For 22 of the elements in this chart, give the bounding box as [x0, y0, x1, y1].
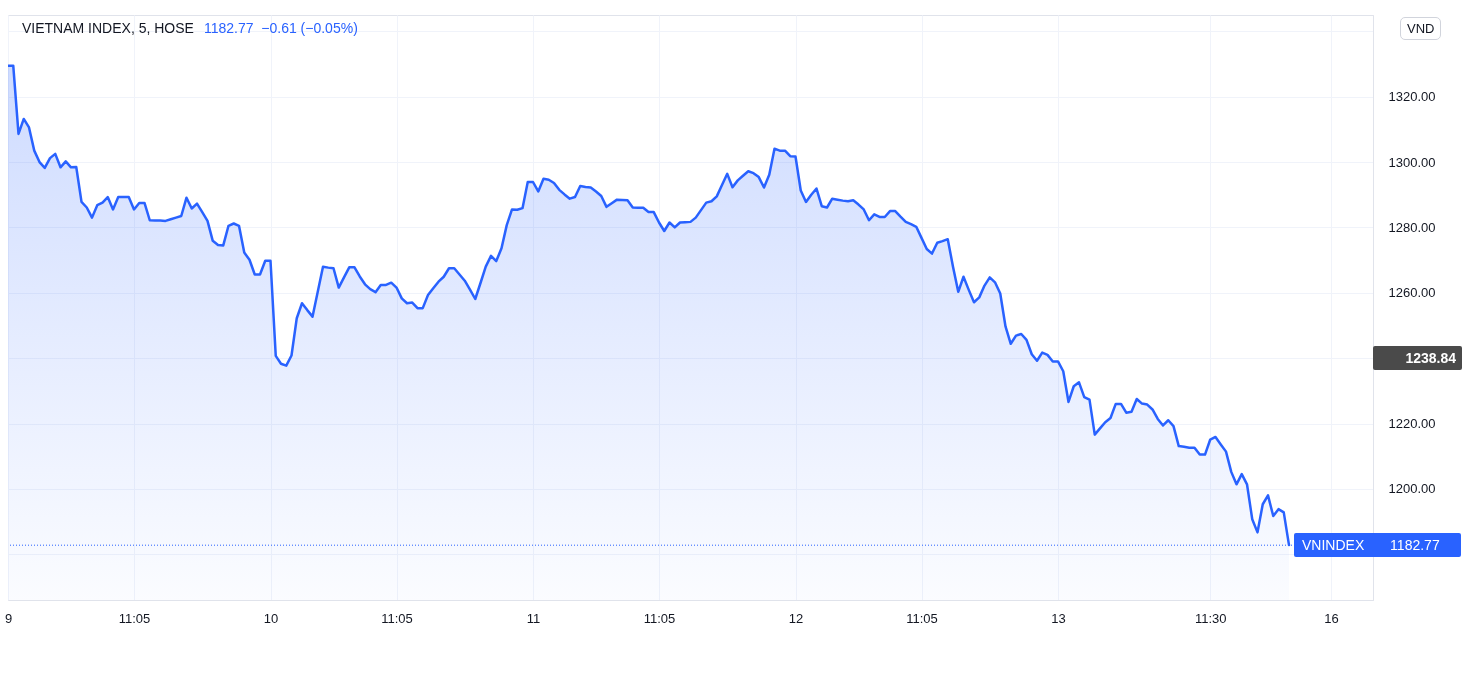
- text: VND: [1400, 17, 1442, 40]
- x-tick-label: 10: [263, 610, 279, 626]
- y-tick-label: 1200.00: [1388, 481, 1436, 497]
- x-tick-label: 16: [1324, 610, 1339, 626]
- y-tick-label: 1260.00: [1388, 285, 1436, 301]
- x-tick-label: 11:05: [906, 610, 938, 626]
- x-tick-label: 9: [4, 610, 13, 626]
- x-tick-label: 12: [788, 610, 804, 626]
- x-tick-label: 11:05: [381, 610, 413, 626]
- x-tick-label: 11:05: [118, 610, 151, 626]
- y-tick-label: 1220.00: [1388, 416, 1436, 432]
- y-tick-label: 1320.00: [1388, 89, 1436, 105]
- x-tick-label: 11: [526, 610, 541, 626]
- chart-subtitle: 1182.77 −0.61 (−0.05%): [203, 20, 358, 36]
- x-tick-label: 13: [1051, 610, 1066, 626]
- x-tick-label: 11:05: [643, 610, 676, 626]
- x-tick-label: 11:30: [1194, 610, 1227, 626]
- ref-line-label: VNINDEX 1182.77: [1294, 533, 1461, 558]
- y-tick-label: 1280.00: [1388, 219, 1436, 235]
- chart-title: VIETNAM INDEX, 5, HOSE: [22, 20, 194, 36]
- y-tick-label: 1300.00: [1388, 154, 1436, 170]
- text: 1238.84: [1373, 346, 1462, 370]
